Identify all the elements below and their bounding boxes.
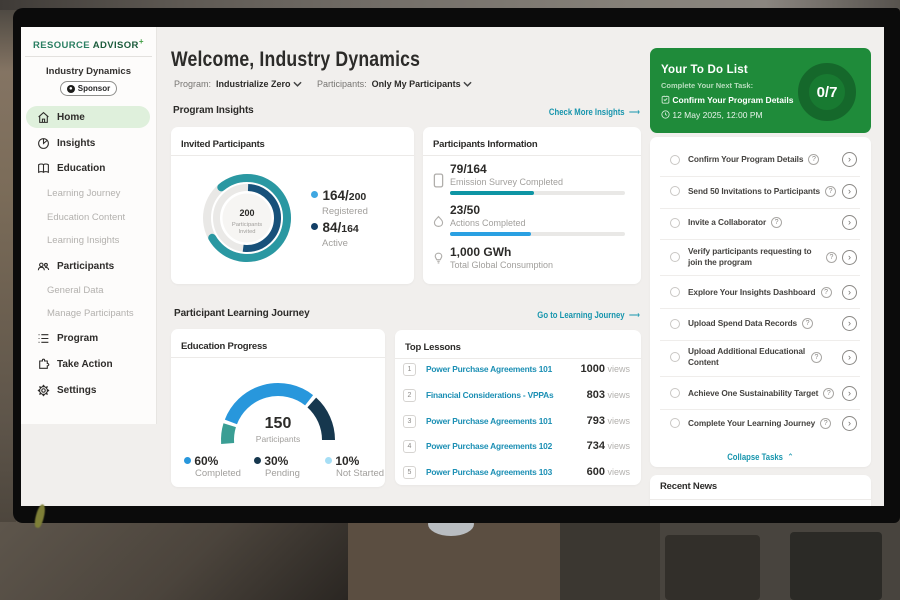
svg-text:150: 150 [265,415,292,432]
svg-text:Invited: Invited [238,229,255,235]
svg-text:Participants: Participants [232,222,262,228]
svg-text:Participants: Participants [256,434,300,444]
svg-text:200: 200 [239,208,254,218]
